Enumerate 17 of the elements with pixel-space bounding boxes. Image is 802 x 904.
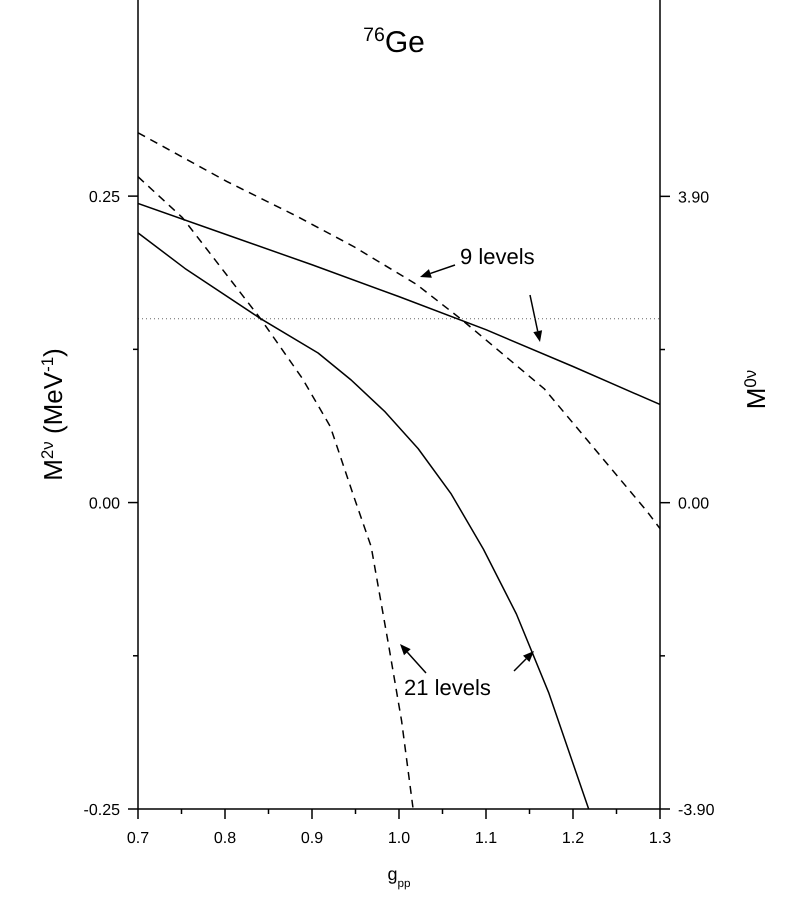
y2-tick-label: 0.00 <box>678 496 710 513</box>
text: $^{76}$Ge <box>363 24 425 59</box>
annotation: 9 levels <box>460 244 535 269</box>
y2-tick-label: -3.90 <box>678 802 715 819</box>
y-tick-label: 0.00 <box>88 496 120 513</box>
x-tick-label: 0.7 <box>126 830 150 847</box>
y2-tick-label: 3.90 <box>678 189 710 206</box>
y-tick-label: -0.25 <box>84 802 120 819</box>
x-tick-label: 1.1 <box>474 830 498 847</box>
x-tick-label: 0.9 <box>300 830 324 847</box>
y-tick-label: 0.25 <box>88 189 120 206</box>
x-tick-label: 0.8 <box>214 830 236 847</box>
annotation: 21 levels <box>404 675 491 700</box>
x-tick-label: 1.0 <box>388 830 410 847</box>
x-tick-label: 1.3 <box>648 830 672 847</box>
x-axis-title: g$_{pp}$ <box>387 864 411 890</box>
x-tick-label: 1.2 <box>562 830 584 847</box>
